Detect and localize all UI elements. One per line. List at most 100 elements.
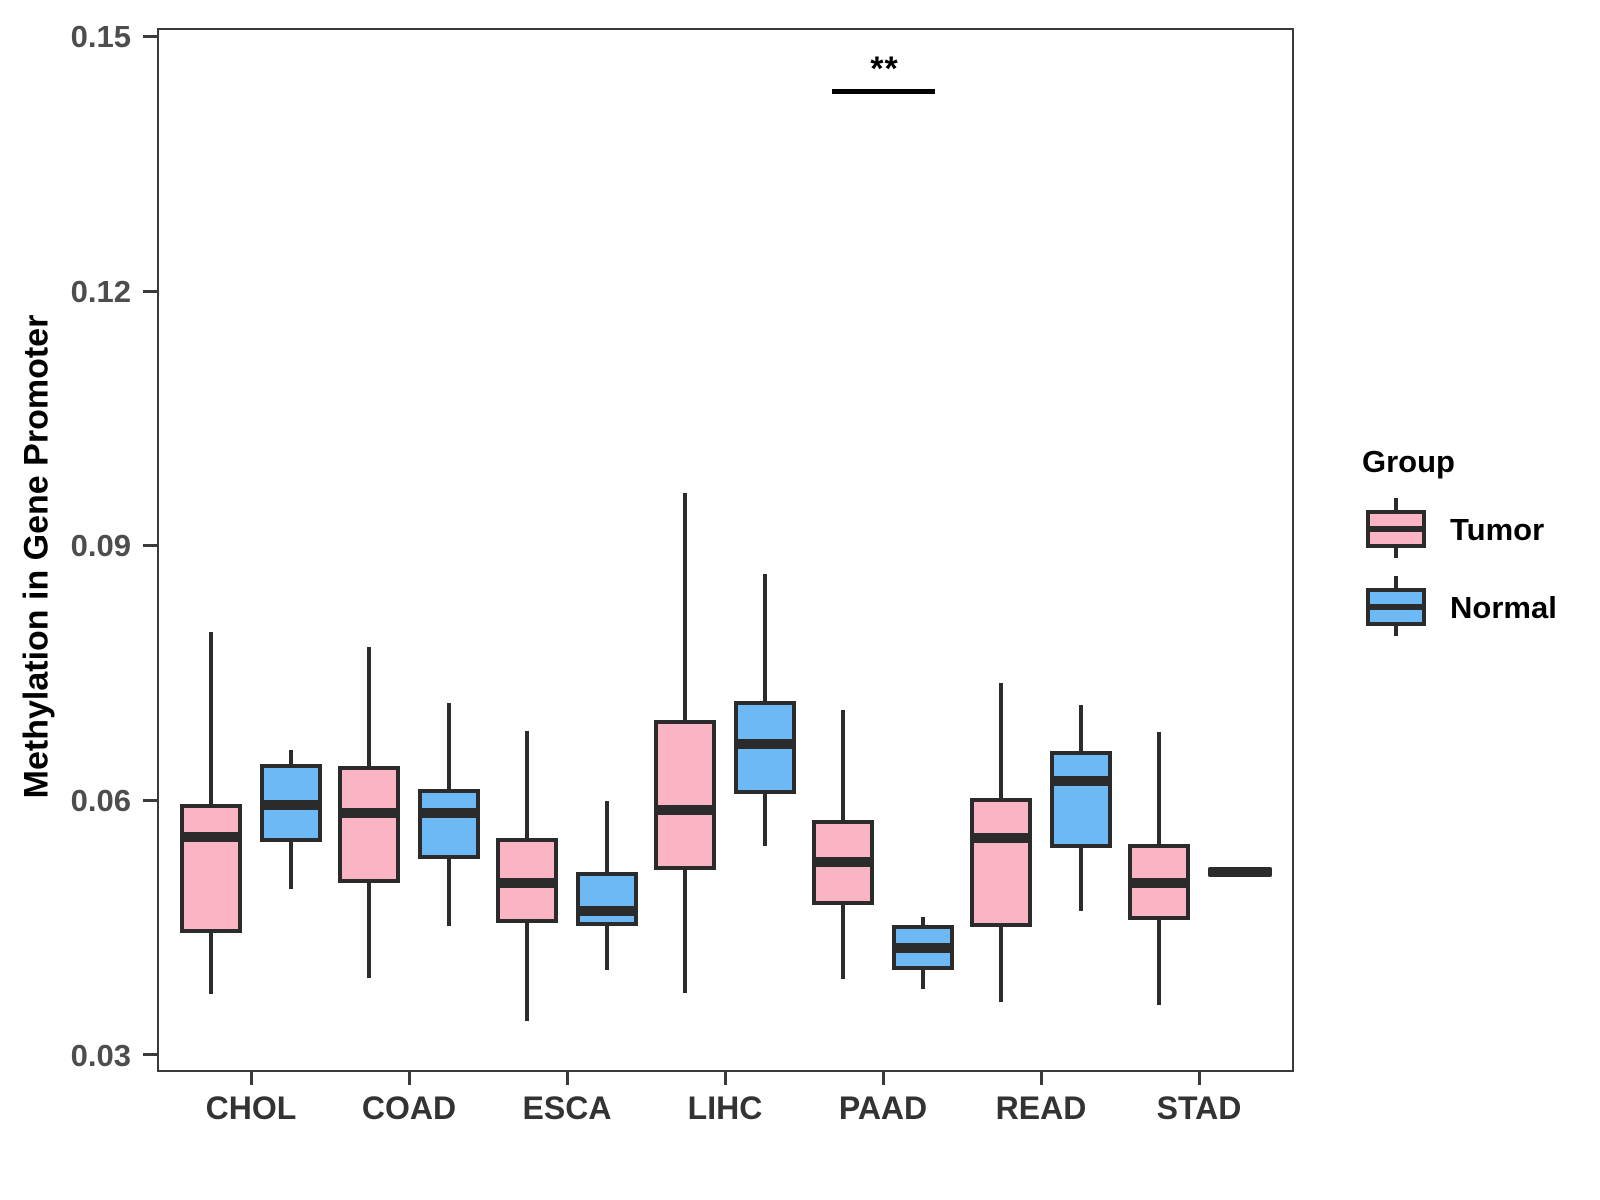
x-tick-label-read: READ [995, 1090, 1087, 1126]
whisker-lower [999, 926, 1003, 1003]
median-line [734, 739, 796, 750]
boxplot-chol-normal[interactable] [157, 28, 1294, 1072]
box-iqr [338, 766, 400, 883]
significance-bracket [832, 89, 935, 94]
whisker-upper [1157, 732, 1161, 845]
x-tickmark [724, 1071, 727, 1085]
median-line [892, 943, 954, 953]
median-line [970, 832, 1032, 843]
median-line [812, 857, 874, 868]
x-tickmark [408, 1071, 411, 1085]
x-tick-label-esca: ESCA [522, 1090, 612, 1126]
whisker-lower [289, 841, 293, 889]
x-tick-label-stad: STAD [1156, 1090, 1242, 1126]
x-tick-label-lihc: LIHC [687, 1090, 763, 1126]
whisker-upper [999, 683, 1003, 798]
whisker-upper [605, 801, 609, 873]
y-tick-label-0.12: 0.12 [70, 274, 131, 309]
whisker-upper [525, 730, 529, 839]
legend-key-whisker-top [1394, 498, 1398, 514]
box-iqr [576, 872, 638, 926]
y-tick-label-0.09: 0.09 [70, 528, 131, 563]
box-iqr [418, 789, 480, 859]
whisker-lower [209, 932, 213, 994]
y-tickmark [143, 1053, 157, 1056]
y-tickmark [143, 290, 157, 293]
legend-label-normal: Normal [1450, 590, 1557, 625]
legend-key-tumor[interactable] [1362, 498, 1430, 558]
whisker-upper [763, 574, 767, 701]
legend-key-median [1366, 526, 1426, 532]
x-tick-label-paad: PAAD [838, 1090, 928, 1126]
median-line [418, 807, 480, 818]
median-line [576, 906, 638, 917]
median-line [338, 807, 400, 818]
y-axis-title: Methylation in Gene Promoter [17, 314, 56, 799]
x-tick-label-chol: CHOL [205, 1090, 297, 1126]
plot-area [157, 28, 1294, 1072]
boxplot-coad-tumor[interactable] [157, 28, 1294, 1072]
x-tickmark [566, 1071, 569, 1085]
whisker-upper [289, 750, 293, 764]
x-tickmark [882, 1071, 885, 1085]
legend-key-whisker-bottom [1394, 542, 1398, 558]
legend-key-normal[interactable] [1362, 576, 1430, 636]
whisker-lower [367, 882, 371, 978]
median-line [654, 805, 716, 816]
boxplot-esca-normal[interactable] [157, 28, 1294, 1072]
significance-stars: ** [870, 50, 899, 88]
whisker-lower [841, 904, 845, 980]
whisker-upper [921, 917, 925, 926]
box-iqr [180, 803, 242, 933]
median-line [1128, 877, 1190, 888]
whisker-upper [367, 647, 371, 767]
whisker-upper [1079, 705, 1083, 751]
whisker-upper [447, 703, 451, 790]
whisker-lower [605, 925, 609, 971]
boxplot-stad-tumor[interactable] [157, 28, 1294, 1072]
y-tick-label-0.03: 0.03 [70, 1038, 131, 1073]
whisker-upper [683, 492, 687, 720]
boxplot-read-normal[interactable] [157, 28, 1294, 1072]
legend-key-whisker-bottom [1394, 620, 1398, 636]
legend-title: Group [1362, 444, 1455, 479]
y-tickmark [143, 35, 157, 38]
box-iqr [654, 719, 716, 870]
legend: Group Tumor Normal [1330, 440, 1590, 636]
y-tick-label-0.15: 0.15 [70, 19, 131, 54]
boxplot-stad-normal[interactable] [157, 28, 1294, 1072]
x-tickmark [1040, 1071, 1043, 1085]
whisker-lower [921, 970, 925, 989]
whisker-lower [683, 869, 687, 993]
whisker-lower [763, 794, 767, 847]
boxplot-paad-normal[interactable] [157, 28, 1294, 1072]
whisker-lower [447, 858, 451, 926]
legend-label-tumor: Tumor [1450, 512, 1545, 547]
boxplot-paad-tumor[interactable] [157, 28, 1294, 1072]
median-line [496, 877, 558, 888]
boxplot-esca-tumor[interactable] [157, 28, 1294, 1072]
boxplot-lihc-normal[interactable] [157, 28, 1294, 1072]
median-line [1208, 867, 1272, 878]
x-tickmark [250, 1071, 253, 1085]
y-tickmark [143, 799, 157, 802]
boxplot-read-tumor[interactable] [157, 28, 1294, 1072]
x-tick-label-coad: COAD [361, 1090, 457, 1126]
box-iqr [970, 797, 1032, 927]
legend-key-whisker-top [1394, 576, 1398, 592]
median-line [260, 800, 322, 811]
box-iqr [1050, 750, 1112, 848]
whisker-lower [1079, 847, 1083, 912]
median-line [1050, 775, 1112, 786]
whisker-upper [209, 632, 213, 804]
y-tick-label-0.06: 0.06 [70, 783, 131, 818]
x-tickmark [1198, 1071, 1201, 1085]
boxplot-lihc-tumor[interactable] [157, 28, 1294, 1072]
whisker-upper [841, 710, 845, 820]
boxplot-chol-tumor[interactable] [157, 28, 1294, 1072]
boxplot-coad-normal[interactable] [157, 28, 1294, 1072]
legend-key-median [1366, 604, 1426, 610]
y-tickmark [143, 544, 157, 547]
whisker-lower [1157, 919, 1161, 1005]
